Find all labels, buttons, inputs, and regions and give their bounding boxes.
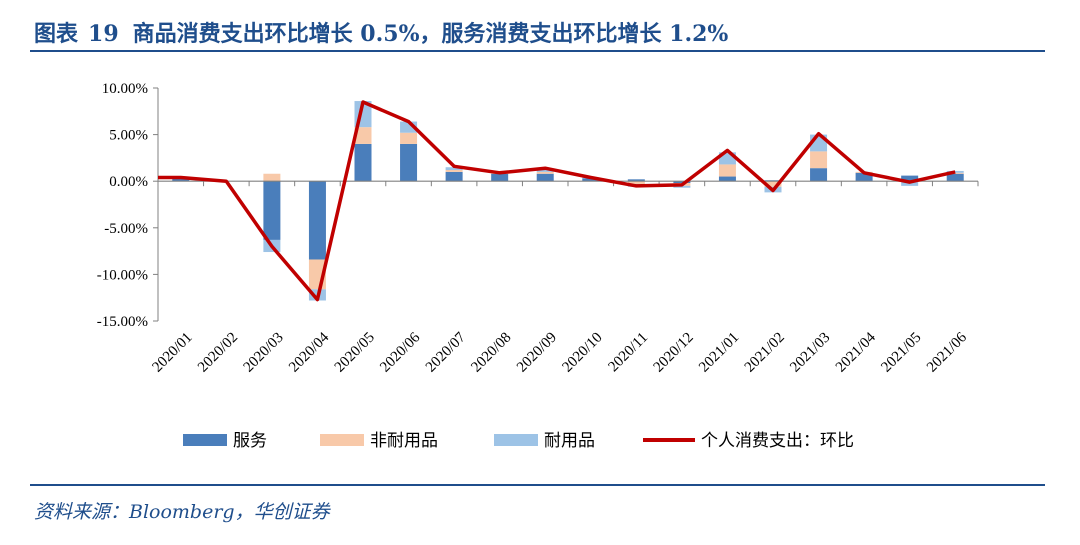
bar-services-2020/03	[263, 181, 281, 240]
line-layer	[158, 100, 956, 302]
bar-nondurable-2020/03	[263, 173, 281, 182]
bar-durable-2020/07	[445, 167, 463, 171]
bar-durable-2021/06	[946, 170, 964, 173]
x-tick-label: 2021/01	[696, 330, 742, 376]
x-tick-label: 2020/03	[241, 330, 287, 376]
legend-swatch	[183, 434, 227, 446]
figure-label: 图表	[34, 21, 79, 47]
legend-label: 耐用品	[544, 431, 595, 451]
y-tick-label: 10.00%	[102, 81, 148, 97]
bar-nondurable-2020/05	[354, 127, 372, 144]
bar-nondurable-2021/02	[764, 181, 782, 187]
legend-item-nondurable: 非耐用品	[320, 431, 438, 451]
bar-services-2020/07	[445, 171, 463, 182]
bar-services-2021/04	[855, 172, 873, 182]
bar-nondurable-2020/09	[536, 171, 554, 174]
legend-swatch	[494, 434, 538, 446]
x-tick-label: 2020/02	[195, 330, 241, 376]
bar-services-2020/12	[673, 181, 691, 184]
x-tick-label: 2020/04	[286, 329, 332, 375]
x-tick-label: 2021/04	[833, 329, 879, 375]
source-note: 资料来源：Bloomberg，华创证券	[34, 501, 330, 523]
legend: 服务 非耐用品 耐用品 个人消费支出：环比	[183, 431, 854, 451]
bar-nondurable-2021/03	[810, 151, 828, 169]
bar-durable-2020/12	[673, 185, 691, 188]
bar-durable-2020/06	[400, 121, 418, 133]
bar-services-2021/06	[946, 173, 964, 182]
bar-services-2020/01	[172, 178, 190, 182]
x-tick-label: 2020/01	[150, 330, 196, 376]
x-tick-label: 2020/07	[423, 329, 469, 375]
y-tick-label: 0.00%	[109, 174, 148, 190]
bar-durable-2020/09	[536, 170, 554, 172]
x-tick-label: 2020/05	[332, 330, 378, 376]
x-tick-label: 2020/08	[468, 330, 514, 376]
bar-services-2020/06	[400, 143, 418, 182]
legend-swatch	[320, 434, 364, 446]
figure-number: 19	[88, 21, 119, 47]
bar-services-2020/09	[536, 173, 554, 182]
x-tick-label: 2020/11	[605, 330, 651, 376]
bar-nondurable-2020/06	[400, 132, 418, 144]
x-tick-label: 2021/03	[787, 330, 833, 376]
y-tick-label: 5.00%	[109, 128, 148, 144]
x-tick-label: 2021/06	[924, 329, 970, 375]
bar-services-2021/03	[810, 168, 828, 182]
axes-layer: 10.00%5.00%0.00%-5.00%-10.00%-15.00%2020…	[97, 81, 979, 376]
legend-label: 非耐用品	[370, 431, 438, 451]
y-tick-label: -10.00%	[97, 267, 148, 283]
y-tick-label: -5.00%	[104, 221, 148, 237]
bar-services-2020/10	[582, 178, 600, 182]
figure-title: 商品消费支出环比增长 0.5%，服务消费支出环比增长 1.2%	[132, 21, 729, 47]
source-divider	[30, 484, 1045, 486]
bar-services-2020/08	[491, 173, 509, 182]
legend-item-durable: 耐用品	[494, 431, 595, 451]
x-tick-label: 2020/06	[377, 329, 423, 375]
legend-item-services: 服务	[183, 431, 267, 451]
legend-label: 个人消费支出：环比	[701, 431, 854, 451]
x-tick-label: 2021/02	[742, 330, 788, 376]
page-title: 图表 19 商品消费支出环比增长 0.5%，服务消费支出环比增长 1.2%	[34, 16, 728, 48]
x-tick-label: 2020/12	[651, 330, 697, 376]
bar-durable-2021/05	[901, 182, 919, 186]
bar-nondurable-2020/07	[445, 170, 463, 172]
bar-services-2021/01	[718, 176, 736, 182]
bar-services-2020/11	[627, 179, 645, 182]
line-total-pce	[158, 100, 956, 302]
bar-nondurable-2021/01	[718, 164, 736, 177]
title-divider	[30, 50, 1045, 52]
bar-services-2020/05	[354, 143, 372, 182]
x-tick-label: 2021/05	[878, 330, 924, 376]
y-tick-label: -15.00%	[97, 314, 148, 330]
legend-label: 服务	[233, 431, 267, 451]
x-tick-label: 2020/10	[560, 330, 606, 376]
bar-services-2021/05	[901, 175, 919, 182]
legend-item-total-pce: 个人消费支出：环比	[643, 431, 854, 451]
bar-services-2020/04	[308, 181, 326, 260]
chart: 10.00%5.00%0.00%-5.00%-10.00%-15.00%2020…	[97, 81, 979, 451]
bar-nondurable-2020/11	[627, 181, 645, 184]
x-tick-label: 2020/09	[514, 330, 560, 376]
